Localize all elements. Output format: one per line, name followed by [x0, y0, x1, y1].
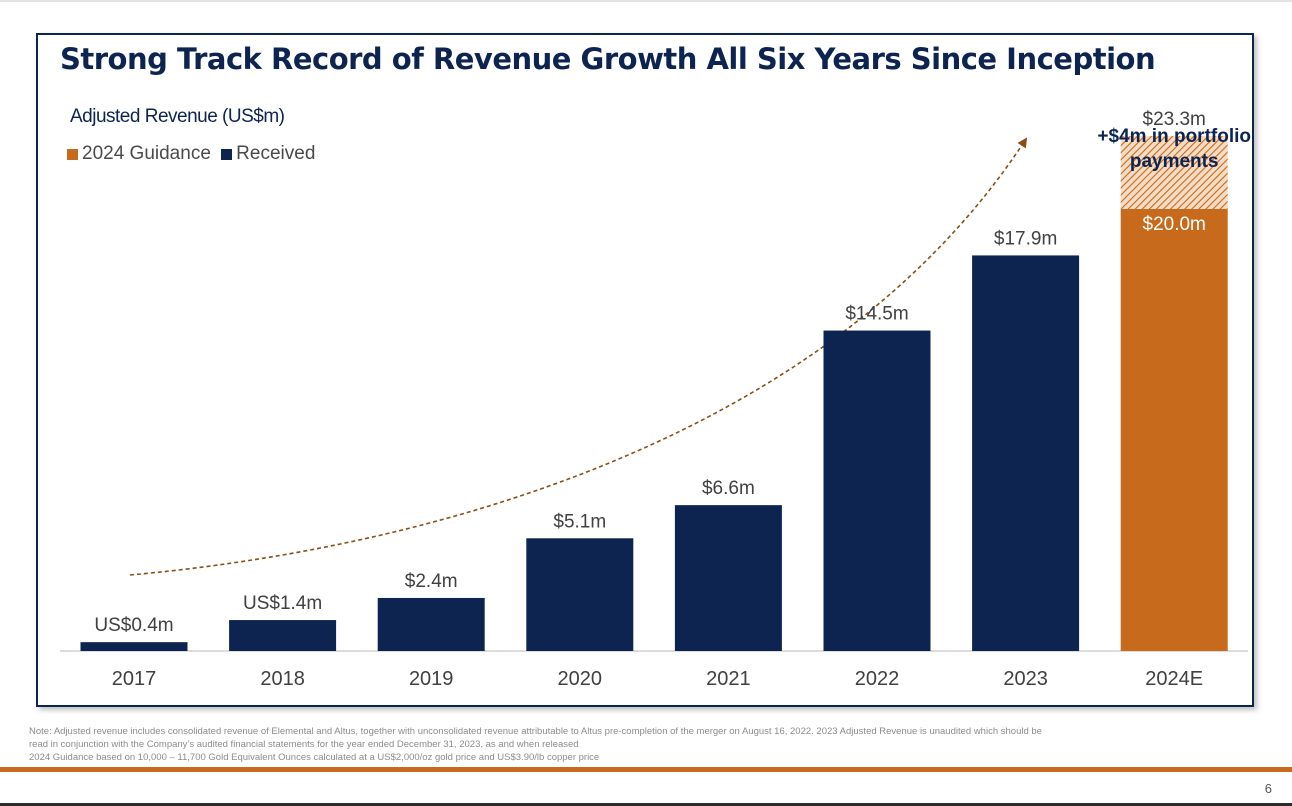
bars-layer	[80, 136, 1228, 651]
footnote-line-1: Note: Adjusted revenue includes consolid…	[29, 726, 1042, 737]
bar-received-2023	[972, 255, 1080, 651]
bar-received-2018	[229, 620, 337, 651]
legend-label-received: Received	[236, 143, 316, 164]
legend-label-guidance: 2024 Guidance	[82, 143, 211, 164]
x-tick-label-2017: 2017	[112, 668, 157, 690]
revenue-bar-chart: US$0.4m 2017 US$1.4m 2018 $2.4m 2019 $5.1m 2020…	[60, 109, 1251, 690]
x-tick-label-2023: 2023	[1003, 668, 1048, 690]
data-label-2020: $5.1m	[553, 511, 606, 532]
bar-received-2022	[823, 330, 931, 651]
data-label-guidance-2024E: $20.0m	[1143, 214, 1206, 235]
legend-item-guidance: 2024 Guidance	[67, 143, 211, 165]
x-tick-label-2021: 2021	[706, 668, 751, 690]
x-tick-label-2020: 2020	[558, 668, 603, 690]
x-tick-label-2019: 2019	[409, 668, 454, 690]
slide-title: Strong Track Record of Revenue Growth Al…	[60, 42, 1156, 76]
bar-guidance-2024E	[1120, 209, 1228, 651]
x-tick-label-2018: 2018	[260, 668, 305, 690]
bottom-edge	[0, 803, 1292, 806]
bar-received-2019	[377, 597, 485, 651]
data-label-2023: $17.9m	[994, 228, 1057, 249]
bar-guidance-upside-2024E	[1120, 136, 1228, 209]
data-label-2019: $2.4m	[405, 571, 458, 592]
legend-item-received: Received	[221, 143, 315, 165]
x-tick-label-2022: 2022	[855, 668, 900, 690]
chart-subtitle: Adjusted Revenue (US$m)	[70, 106, 285, 127]
legend-swatch-received	[221, 148, 233, 160]
data-label-2017: US$0.4m	[94, 615, 173, 636]
labels-layer: US$0.4m 2017 US$1.4m 2018 $2.4m 2019 $5.1m 2020…	[94, 109, 1251, 690]
bottom-accent-rule	[0, 767, 1292, 772]
footnote-line-2: read in conjunction with the Company’s a…	[29, 739, 579, 750]
annotation-line-1: +$4m in portfolio	[1097, 126, 1251, 147]
bar-received-2021	[674, 505, 782, 651]
data-label-2021: $6.6m	[702, 478, 755, 499]
bar-received-2020	[526, 538, 634, 651]
x-tick-label-2024E: 2024E	[1145, 668, 1203, 690]
chart-legend: 2024 Guidance Received	[67, 143, 320, 166]
data-label-2022: $14.5m	[845, 304, 908, 325]
top-rule	[0, 0, 1292, 2]
bar-received-2017	[80, 642, 188, 651]
footnote: Note: Adjusted revenue includes consolid…	[29, 725, 1269, 764]
annotation-line-2: payments	[1130, 151, 1219, 172]
footnote-line-3: 2024 Guidance based on 10,000 – 11,700 G…	[29, 752, 600, 763]
data-label-upside-total: $23.3m	[1143, 109, 1206, 130]
page-number: 6	[1264, 781, 1272, 796]
data-label-2018: US$1.4m	[243, 593, 322, 614]
legend-swatch-guidance	[67, 148, 78, 160]
